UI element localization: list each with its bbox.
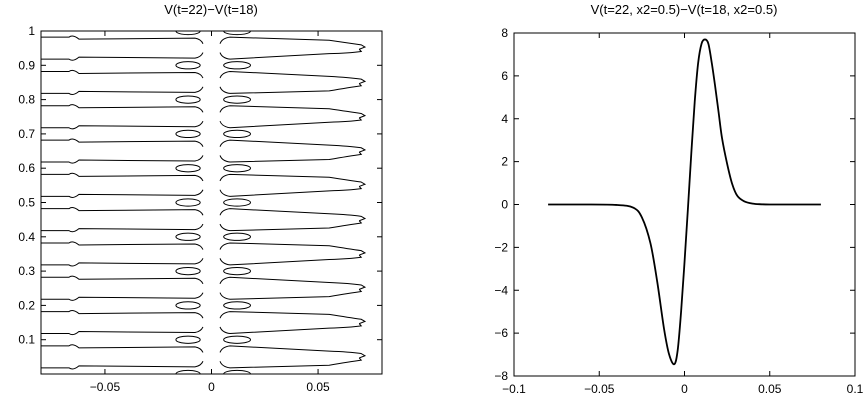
y-tick-label: 0.2 <box>18 298 35 312</box>
x-tick-label: 0.05 <box>758 382 782 396</box>
contour-loop <box>175 266 201 276</box>
contour-band-top <box>41 172 367 187</box>
x-tick-label: 0.1 <box>847 382 864 396</box>
contour-loop <box>175 95 201 104</box>
contour-band-top <box>41 241 367 256</box>
right-axes-ticks: −0.1 −0.05 0 0.05 0.1 −8 −6 −4 −2 0 2 4 6 8 <box>494 26 863 396</box>
contour-loop <box>175 301 201 310</box>
contour-band-bottom <box>41 48 363 61</box>
right-line-plot: −0.1 −0.05 0 0.05 0.1 −8 −6 −4 −2 0 2 4 6 8 <box>494 26 863 396</box>
contour-lines <box>41 31 367 374</box>
contour-loop <box>175 198 201 207</box>
contour-band-bottom <box>41 151 363 164</box>
y-tick-label: 6 <box>501 69 508 83</box>
contour-loop <box>223 335 252 344</box>
series-line <box>548 38 821 366</box>
y-tick-label: 0.7 <box>18 127 35 141</box>
contour-loop <box>223 198 252 207</box>
contour-band-top <box>41 344 367 359</box>
contour-band-bottom <box>41 289 363 301</box>
y-tick-label: 0.5 <box>18 196 35 210</box>
contour-loop <box>223 95 252 104</box>
contour-band-top <box>41 138 367 153</box>
contour-band-bottom <box>41 254 363 267</box>
x-tick-label: 0 <box>681 382 688 396</box>
contour-band-top <box>41 69 367 85</box>
x-tick-label: 0.05 <box>306 380 330 394</box>
contour-loop <box>175 369 201 374</box>
contour-loop <box>175 164 201 173</box>
y-tick-label: −8 <box>494 369 508 383</box>
y-tick-label: 2 <box>501 155 508 169</box>
contour-loop <box>223 301 252 310</box>
contour-band-top <box>41 35 367 50</box>
left-plot-frame <box>40 30 383 375</box>
contour-band-top <box>41 275 367 290</box>
contour-band-bottom <box>41 117 363 130</box>
contour-loop <box>223 266 252 276</box>
contour-band-bottom <box>41 83 363 96</box>
left-axes-ticks: −0.05 0 0.05 0.1 0.2 0.3 0.4 0.5 0.6 0.7 0.8 0.9 1 <box>18 24 382 394</box>
contour-band-top <box>41 207 367 222</box>
y-tick-label: 0.8 <box>18 93 35 107</box>
contour-band-bottom <box>41 323 363 336</box>
left-contour-plot: −0.05 0 0.05 0.1 0.2 0.3 0.4 0.5 0.6 0.7 0.8 0.9 1 <box>18 24 383 394</box>
x-tick-label: −0.1 <box>502 382 526 396</box>
contour-band-bottom <box>41 220 363 233</box>
y-tick-label: −4 <box>494 283 508 297</box>
y-tick-label: 0.1 <box>18 333 35 347</box>
contour-loop <box>175 232 201 241</box>
y-tick-label: 0.4 <box>18 230 35 244</box>
contour-loop <box>175 335 201 344</box>
y-tick-label: 0.3 <box>18 264 35 278</box>
contour-loop <box>223 61 252 70</box>
right-chart-title: V(t=22, x2=0.5)−V(t=18, x2=0.5) <box>591 2 778 17</box>
y-tick-label: 0.6 <box>18 161 35 175</box>
contour-band-bottom <box>41 186 363 198</box>
contour-band-top <box>41 104 367 119</box>
y-tick-label: −6 <box>494 326 508 340</box>
y-tick-label: 8 <box>501 26 508 40</box>
y-tick-label: 4 <box>501 112 508 126</box>
contour-loop <box>223 369 251 374</box>
contour-loop <box>223 164 252 173</box>
contour-band-top <box>41 309 367 325</box>
contour-loop <box>223 232 252 241</box>
line-series <box>548 38 821 366</box>
contour-band-bottom <box>41 357 363 370</box>
contour-loop <box>175 129 201 139</box>
y-tick-label: 0 <box>501 198 508 212</box>
contour-loop <box>223 129 252 139</box>
x-tick-label: −0.05 <box>90 380 121 394</box>
y-tick-label: 1 <box>28 24 35 38</box>
x-tick-label: 0 <box>208 380 215 394</box>
x-tick-label: −0.05 <box>584 382 615 396</box>
contour-loop <box>175 61 201 70</box>
left-chart-title: V(t=22)−V(t=18) <box>164 2 258 17</box>
y-tick-label: 0.9 <box>18 58 35 72</box>
y-tick-label: −2 <box>494 240 508 254</box>
